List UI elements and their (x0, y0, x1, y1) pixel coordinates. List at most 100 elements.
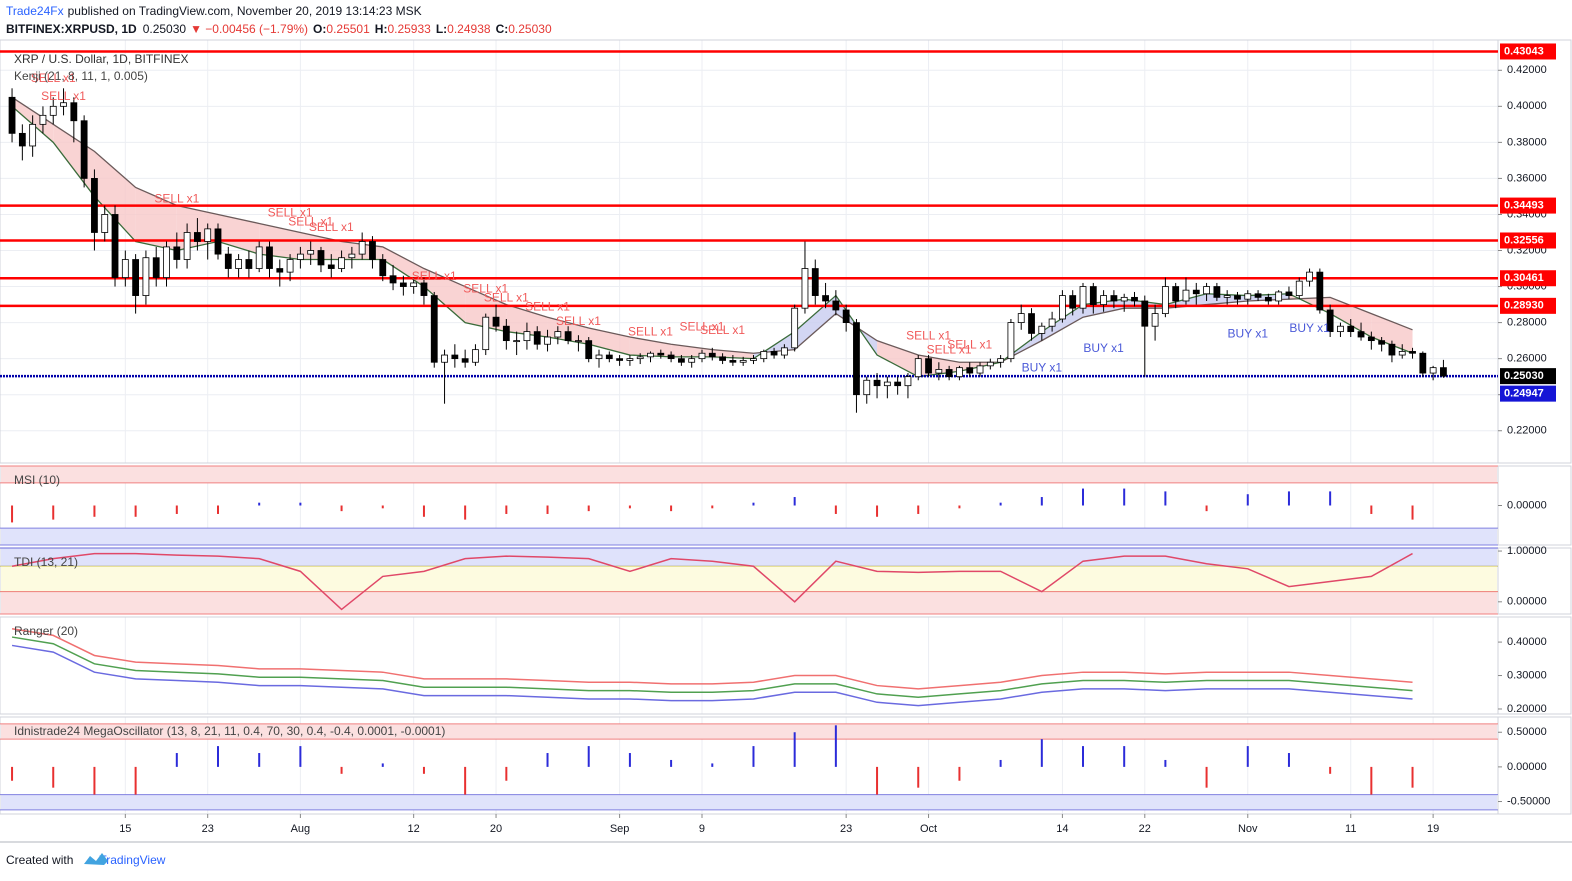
candle-body (461, 358, 469, 363)
candle-body (750, 358, 757, 361)
candle-body (1409, 351, 1416, 354)
candle-body (338, 257, 345, 269)
candle-body (1100, 295, 1107, 305)
ohlc-key: C: (496, 22, 509, 36)
panel-band (1, 591, 1497, 614)
axis-frame (1497, 547, 1572, 615)
candle-body (1151, 313, 1159, 327)
candle-body (1069, 295, 1077, 309)
candle-body (1131, 296, 1138, 302)
level-label: 0.32556 (1504, 234, 1544, 246)
candle-body (966, 367, 974, 374)
y-tick-label: 0.40000 (1507, 636, 1547, 648)
candle-body (832, 300, 840, 311)
candle-body (1275, 291, 1283, 302)
candle-body (780, 347, 788, 356)
candle-body (842, 309, 850, 324)
y-tick-label: 0.20000 (1507, 703, 1547, 715)
candle-body (688, 358, 696, 363)
footer-brand[interactable]: TradingView (99, 853, 165, 867)
candle-body (1347, 325, 1355, 333)
signal-label: SELL x1 (556, 314, 601, 328)
candle-body (307, 250, 315, 255)
level-label: 0.30461 (1504, 272, 1544, 284)
candle-body (677, 358, 685, 363)
axis-frame (1497, 716, 1572, 815)
y-tick-label: 0.00000 (1507, 761, 1547, 773)
candle-body (245, 259, 253, 269)
candle-body (379, 259, 387, 277)
ohlc-value: 0.25501 (326, 22, 370, 36)
candle-body (657, 352, 665, 356)
candle-body (296, 253, 304, 260)
candle-body (523, 331, 531, 342)
candle-body (853, 322, 860, 396)
candle-body (1028, 313, 1035, 334)
candle-body (430, 295, 438, 363)
candle-body (894, 381, 902, 387)
panel-title: Ranger (20) (14, 624, 78, 638)
published: published on TradingView.com, November 2… (68, 4, 422, 18)
candle-body (1367, 336, 1375, 342)
level-label-box (1500, 43, 1556, 60)
candle-body (1234, 295, 1241, 300)
panel-band (1, 794, 1497, 810)
panel-band (1, 548, 1497, 567)
y-tick-label: 0.42000 (1507, 64, 1547, 76)
candle-body (121, 259, 129, 278)
candle-body (997, 358, 1005, 363)
signal-label: BUY x1 (1228, 326, 1269, 340)
signal-label: SELL x1 (700, 323, 745, 337)
indicator-line (11, 636, 1413, 699)
kenji-cloud (1371, 313, 1413, 354)
signal-label: BUY x1 (1022, 361, 1063, 375)
author[interactable]: Trade24Fx (6, 4, 64, 18)
candle-body (1182, 289, 1190, 302)
signal-label: SELL x1 (288, 215, 333, 229)
y-tick-label: 0.00000 (1507, 499, 1547, 511)
indicator-line (11, 644, 1413, 707)
candle-body (214, 228, 222, 255)
x-tick-label: 9 (699, 823, 705, 835)
ohlc-value: 0.24938 (447, 22, 491, 36)
candle-body (132, 259, 140, 296)
signal-label: SELL x1 (484, 290, 529, 304)
candle-body (698, 352, 706, 360)
candle-body (49, 105, 57, 116)
signal-label: SELL x1 (41, 89, 86, 103)
panel-band (1, 466, 1497, 483)
candle-body (1419, 352, 1427, 374)
candle-body (472, 349, 479, 363)
candle-body (595, 354, 603, 360)
candle-body (80, 120, 88, 179)
kenji-cloud (94, 151, 136, 242)
candle-body (1141, 300, 1149, 327)
candle-body (255, 246, 263, 269)
candle-body (822, 295, 829, 302)
candle-body (1388, 343, 1396, 356)
change: ▼ −0.00456 (−1.79%) (190, 22, 308, 36)
candle-body (863, 379, 871, 396)
last-price-label: 0.25030 (1504, 370, 1544, 382)
indicator-line (11, 627, 1413, 690)
candle-body (492, 316, 500, 327)
candle-body (914, 358, 922, 378)
y-tick-label: 0.26000 (1507, 353, 1547, 365)
candle-body (956, 367, 963, 378)
x-tick-label: 11 (1345, 823, 1356, 835)
level-label: 0.43043 (1504, 45, 1544, 57)
candle-body (1213, 286, 1221, 298)
candle-body (235, 259, 242, 269)
candle-body (399, 282, 407, 287)
candle-body (883, 381, 891, 387)
candle-body (183, 232, 191, 260)
y-tick-label: 0.30000 (1507, 669, 1547, 681)
candle-body (327, 264, 335, 269)
candle-body (1378, 340, 1386, 345)
panel-band (1, 723, 1497, 740)
candle-body (904, 376, 912, 387)
x-tick-label: 23 (840, 823, 852, 835)
